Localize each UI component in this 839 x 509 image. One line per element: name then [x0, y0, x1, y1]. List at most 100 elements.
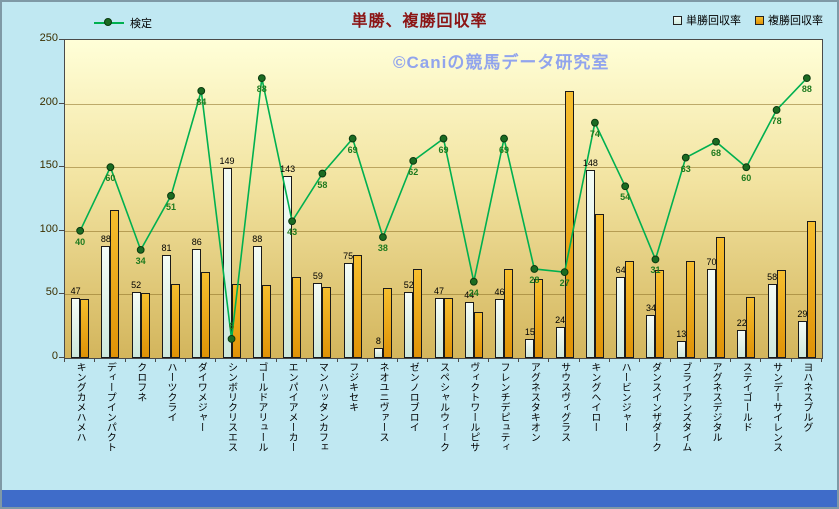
bar-value-label: 29 [797, 309, 808, 320]
x-axis-tick [699, 358, 701, 362]
bar-value-label: 88 [100, 234, 111, 245]
x-axis-label: クロフネ [134, 362, 146, 402]
x-axis-label: キングヘイロー [588, 362, 600, 432]
kentei-value-label: 43 [287, 227, 298, 238]
fukusho-bar [322, 286, 332, 358]
y-axis-tick [59, 357, 64, 358]
x-axis-tick [669, 358, 671, 362]
x-axis-label: フレンチデピュティ [498, 362, 510, 452]
x-axis-tick [548, 358, 550, 362]
x-axis-tick [609, 358, 611, 362]
kentei-point [409, 156, 418, 165]
kentei-point [712, 137, 720, 146]
fukusho-bar [140, 293, 150, 358]
x-axis-tick [185, 358, 187, 362]
kentei-point [136, 245, 145, 254]
kentei-value-label: 84 [196, 96, 207, 107]
tansho-bar [525, 338, 535, 358]
bottom-strip [2, 490, 837, 507]
y-axis-label: 200 [39, 95, 58, 108]
x-axis-tick [427, 358, 429, 362]
kentei-point [681, 153, 690, 162]
tansho-bar [767, 284, 777, 358]
x-axis-label: ダイワメジャー [195, 362, 207, 432]
kentei-value-label: 69 [499, 144, 510, 155]
kentei-value-label: 24 [468, 287, 479, 298]
bar-value-label: 8 [375, 335, 381, 346]
tansho-bar [252, 246, 262, 358]
fukusho-bar [110, 210, 120, 358]
x-axis-tick [790, 358, 792, 362]
kentei-point [591, 118, 599, 127]
legend-tansho-label: 単勝回収率 [686, 15, 741, 27]
kentei-value-label: 34 [135, 255, 146, 266]
kentei-value-label: 58 [317, 179, 328, 190]
x-axis-label: ハービンジャー [619, 362, 631, 432]
x-axis-tick [760, 358, 762, 362]
x-axis-tick [821, 358, 822, 362]
tansho-bar [192, 248, 202, 358]
gridline [65, 167, 822, 169]
fukusho-bar [504, 268, 514, 358]
x-axis-label: ネオユニヴァース [376, 362, 388, 442]
y-axis-tick [59, 102, 64, 104]
bar-value-label: 143 [280, 164, 296, 175]
x-axis-label: ゼンノロブロイ [407, 362, 419, 432]
kentei-point [197, 86, 206, 95]
fukusho-bar [201, 271, 211, 358]
legend-tansho: 単勝回収率 [673, 12, 741, 28]
kentei-value-label: 88 [256, 84, 267, 95]
fukusho-bar [170, 284, 180, 358]
kentei-point [379, 233, 387, 242]
bar-value-label: 47 [70, 286, 81, 297]
kentei-value-label: 27 [559, 278, 570, 289]
kentei-value-label: 6 [229, 320, 235, 331]
kentei-value-label: 51 [165, 201, 176, 212]
fukusho-bar [625, 261, 635, 358]
x-axis-label: ディープインパクト [104, 362, 116, 452]
kentei-point [167, 191, 175, 200]
tansho-bar [495, 299, 505, 358]
kentei-value-label: 88 [801, 84, 812, 95]
tansho-bar [585, 169, 595, 358]
x-axis-label: ヴィクトワールピサ [467, 362, 479, 452]
kentei-value-label: 69 [438, 144, 449, 155]
x-axis-tick [275, 358, 277, 362]
bar-value-label: 24 [555, 315, 566, 326]
kentei-value-label: 28 [529, 274, 540, 285]
fukusho-bar [655, 270, 665, 358]
x-axis-label: スペシャルウィーク [437, 362, 449, 452]
kentei-point [257, 74, 266, 83]
kentei-line-swatch [94, 18, 124, 28]
legend-fukusho-label: 複勝回収率 [768, 15, 823, 27]
fukusho-bar [685, 261, 695, 358]
tansho-bar [676, 341, 686, 358]
x-axis-tick [124, 358, 126, 362]
bar-value-label: 46 [494, 287, 505, 298]
bar-value-label: 70 [706, 256, 717, 267]
y-axis-label: 100 [39, 222, 58, 235]
x-axis-tick [336, 358, 338, 362]
kentei-point [621, 182, 630, 191]
bar-value-label: 47 [433, 286, 444, 297]
bar-value-label: 13 [676, 329, 687, 340]
x-axis-label: ブライアンズタイム [679, 362, 691, 452]
bar-value-label: 148 [582, 157, 598, 168]
tansho-bar [646, 314, 656, 358]
x-axis-label: アグネスタキオン [528, 362, 540, 442]
kentei-value-label: 68 [711, 147, 722, 158]
x-axis-tick [366, 358, 368, 362]
kentei-value-label: 74 [589, 128, 600, 139]
gridline [65, 230, 822, 232]
fukusho-bar [292, 276, 302, 358]
kentei-point [772, 106, 781, 114]
page-title: 単勝、複勝回収率 [351, 13, 488, 30]
kentei-point [500, 134, 508, 143]
x-axis-tick [154, 358, 156, 362]
x-axis-tick [457, 358, 459, 362]
y-axis-tick [59, 293, 64, 295]
x-axis-tick [639, 358, 641, 362]
kentei-marker-icon [104, 18, 112, 26]
x-axis-label: フジキセキ [346, 362, 358, 412]
kentei-point [651, 255, 660, 264]
